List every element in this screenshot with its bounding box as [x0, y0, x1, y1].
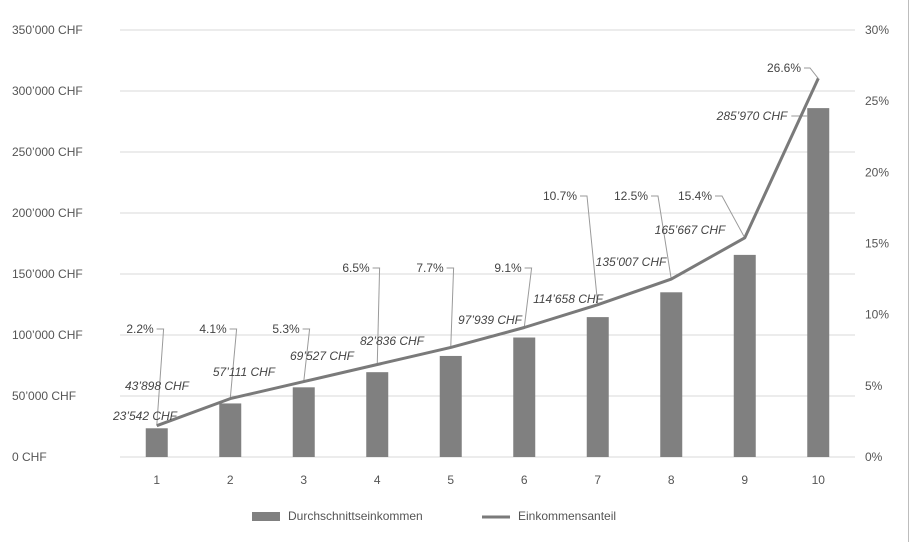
x-tick-label: 9: [741, 473, 748, 487]
line-data-label: 10.7%: [543, 189, 577, 203]
line-series-path: [156, 77, 820, 428]
bar-data-label: 285’970 CHF: [716, 109, 788, 123]
x-tick-label: 3: [300, 473, 307, 487]
leader-lines: [156, 67, 819, 426]
bar: [513, 337, 536, 457]
legend: Durchschnittseinkommen Einkommensanteil: [252, 509, 616, 523]
y-left-tick-label: 300’000 CHF: [12, 84, 83, 98]
x-tick-label: 6: [521, 473, 528, 487]
bar: [439, 355, 462, 457]
bar: [807, 108, 830, 457]
line-data-label: 4.1%: [199, 322, 227, 336]
y-right-tick-label: 5%: [865, 379, 883, 393]
x-tick-label: 7: [594, 473, 601, 487]
y-left-tick-label: 200’000 CHF: [12, 206, 83, 220]
x-tick-label: 5: [447, 473, 454, 487]
line-label-leader: [156, 328, 165, 426]
y-left-tick-label: 350’000 CHF: [12, 23, 83, 37]
bar: [660, 292, 683, 457]
x-tick-label: 2: [227, 473, 234, 487]
line-data-label: 5.3%: [272, 322, 300, 336]
line-label-leader: [715, 195, 746, 239]
line-label-leader: [523, 267, 533, 328]
x-tick-label: 1: [153, 473, 160, 487]
y-right-tick-label: 15%: [865, 237, 889, 251]
y-right-tick-label: 0%: [865, 450, 883, 464]
line-data-label: 7.7%: [416, 261, 444, 275]
axis-labels: 0 CHF 50’000 CHF 100’000 CHF 150’000 CHF 200…: [12, 23, 889, 487]
y-right-tick-label: 20%: [865, 165, 889, 179]
y-left-tick-label: 100’000 CHF: [12, 328, 83, 342]
line-data-label: 12.5%: [614, 189, 648, 203]
line-series: [156, 77, 820, 428]
legend-swatch-bars: [252, 512, 280, 521]
bar: [145, 428, 168, 457]
bar-data-label: 57’111 CHF: [213, 365, 276, 379]
bar: [292, 387, 315, 457]
bar-data-label: 43’898 CHF: [125, 379, 190, 393]
y-right-tick-label: 25%: [865, 94, 889, 108]
line-label-leader: [804, 67, 819, 79]
line-label-leader: [651, 195, 672, 280]
bar-data-label: 114’658 CHF: [533, 292, 603, 306]
line-data-label: 15.4%: [678, 189, 712, 203]
y-right-tick-label: 10%: [865, 308, 889, 322]
line-data-label: 2.2%: [126, 322, 154, 336]
bar: [366, 372, 389, 457]
bar-data-label: 97’939 CHF: [458, 313, 523, 327]
line-label-leader: [302, 328, 311, 382]
legend-label-line: Einkommensanteil: [518, 509, 616, 523]
y-left-tick-label: 250’000 CHF: [12, 145, 83, 159]
bar-series: [145, 108, 830, 457]
y-left-tick-label: 0 CHF: [12, 450, 47, 464]
bar-data-label: 82’836 CHF: [360, 334, 425, 348]
bar-data-label: 165’667 CHF: [655, 223, 726, 237]
y-right-tick-label: 30%: [865, 23, 889, 37]
line-data-label: 26.6%: [767, 61, 801, 75]
line-data-label: 6.5%: [342, 261, 370, 275]
x-tick-label: 4: [374, 473, 381, 487]
bar: [733, 254, 756, 457]
line-label-leader: [229, 328, 238, 399]
x-tick-label: 8: [668, 473, 675, 487]
bar-data-label: 69’527 CHF: [290, 349, 355, 363]
bar-data-label: 23’542 CHF: [112, 409, 178, 423]
bar: [586, 317, 609, 457]
legend-label-bars: Durchschnittseinkommen: [288, 509, 423, 523]
y-left-tick-label: 50’000 CHF: [12, 389, 76, 403]
line-label-leader: [580, 195, 599, 305]
bar-data-label: 135’007 CHF: [596, 255, 667, 269]
bar: [219, 403, 242, 457]
line-label-leader: [446, 267, 455, 348]
y-left-tick-label: 150’000 CHF: [12, 267, 83, 281]
x-tick-label: 10: [812, 473, 826, 487]
line-data-label: 9.1%: [494, 261, 522, 275]
data-labels: 2.2% 4.1% 5.3% 6.5% 7.7% 9.1% 10.7% 12.5% 15.4% 2…: [112, 61, 801, 423]
line-label-leader: [372, 267, 381, 365]
